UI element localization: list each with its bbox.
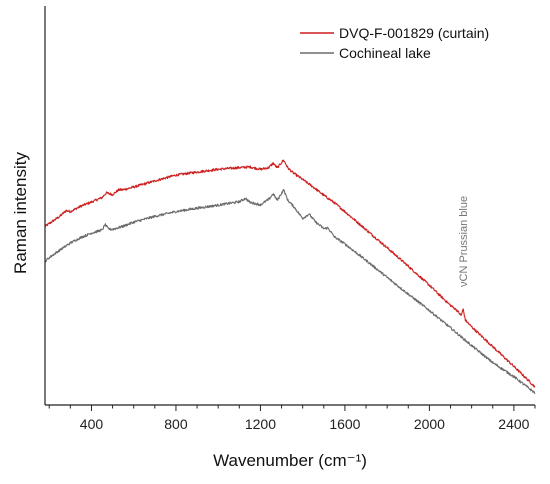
x-tick-label: 400 (80, 416, 104, 432)
annotation-prussian-blue: νCN Prussian blue (458, 196, 470, 287)
axes (44, 6, 535, 406)
x-axis-ticks: 400 800 1200 1600 2000 2400 (48, 405, 536, 432)
x-tick-label: 2000 (414, 416, 445, 432)
series-line-1 (44, 159, 536, 388)
series-line-2 (44, 188, 536, 395)
spectrum-traces (44, 159, 536, 395)
legend-label-1: DVQ-F-001829 (curtain) (339, 25, 489, 41)
x-axis-label: Wavenumber (cm⁻¹) (213, 451, 367, 470)
y-axis-label: Raman intensity (11, 152, 30, 274)
x-tick-label: 2400 (498, 416, 529, 432)
x-tick-label: 1600 (329, 416, 360, 432)
legend: DVQ-F-001829 (curtain) Cochineal lake (300, 25, 489, 61)
x-tick-label: 800 (164, 416, 188, 432)
legend-label-2: Cochineal lake (339, 45, 431, 61)
x-tick-label: 1200 (245, 416, 276, 432)
